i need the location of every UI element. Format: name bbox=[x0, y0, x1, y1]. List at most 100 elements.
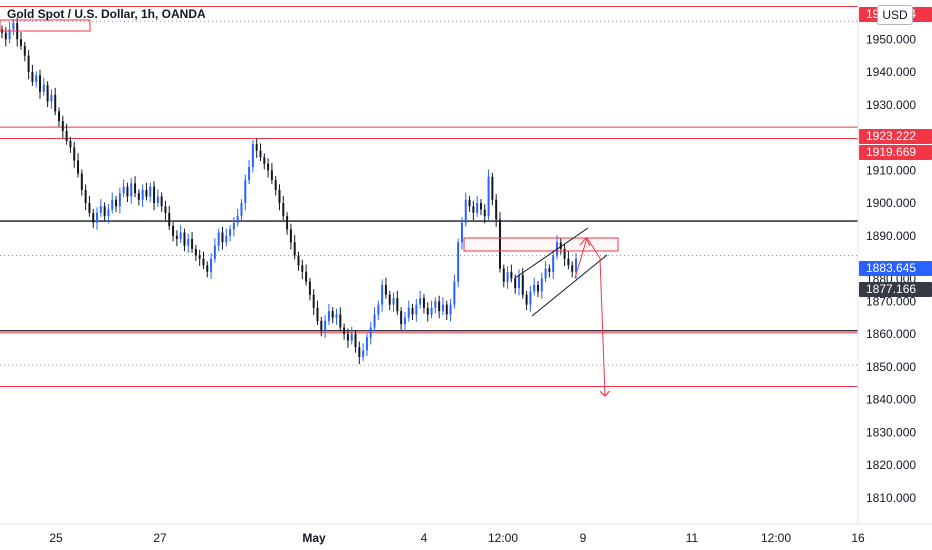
candle-body bbox=[61, 121, 64, 131]
candle-body bbox=[441, 304, 444, 312]
time-tick-label: 9 bbox=[580, 531, 587, 545]
candle-body bbox=[529, 291, 532, 305]
candle-body bbox=[236, 216, 239, 223]
candle-body bbox=[126, 186, 129, 197]
candle-body bbox=[293, 242, 296, 256]
candle-body bbox=[331, 311, 334, 318]
candle-body bbox=[160, 196, 163, 207]
candle-body bbox=[229, 229, 232, 236]
candle-body bbox=[506, 271, 509, 282]
candle-body bbox=[510, 271, 513, 279]
time-axis: 25 27 May 4 12:00 9 11 12:00 16 bbox=[0, 523, 932, 545]
time-tick-label: 11 bbox=[686, 531, 699, 545]
candle-body bbox=[320, 320, 323, 331]
candle-body bbox=[365, 337, 368, 351]
candle-body bbox=[464, 199, 467, 223]
time-tick-label: 12:00 bbox=[761, 531, 791, 545]
candle-body bbox=[156, 196, 159, 204]
candle-body bbox=[194, 248, 197, 256]
candle-body bbox=[282, 203, 285, 217]
candle-body bbox=[80, 173, 83, 190]
price-tick-label: 1860.000 bbox=[866, 327, 916, 341]
time-tick-label: 16 bbox=[851, 531, 865, 545]
time-tick-label: 25 bbox=[49, 531, 63, 545]
candle-body bbox=[396, 298, 399, 312]
candle-body bbox=[187, 239, 190, 246]
candle-body bbox=[377, 304, 380, 315]
projection-arrow bbox=[574, 236, 605, 396]
candle-body bbox=[168, 212, 171, 226]
candle-body bbox=[411, 307, 414, 315]
candle-body bbox=[301, 265, 304, 272]
candle-body bbox=[487, 176, 490, 217]
candle-body bbox=[514, 278, 517, 289]
candle-body bbox=[130, 183, 133, 197]
candle-body bbox=[327, 311, 330, 321]
drawn-rectangle-top-left bbox=[0, 19, 91, 32]
candle-body bbox=[8, 29, 11, 40]
price-tag-label: 1877.166 bbox=[866, 282, 916, 296]
candle-body bbox=[122, 186, 125, 194]
candle-body bbox=[137, 193, 140, 200]
candle-body bbox=[35, 75, 38, 82]
candle-body bbox=[259, 150, 262, 158]
drawn-rectangle-zone bbox=[463, 237, 619, 252]
candle-body bbox=[69, 140, 72, 148]
candle-body bbox=[244, 180, 247, 204]
candle-body bbox=[346, 334, 349, 341]
candle-body bbox=[491, 176, 494, 200]
candle-body bbox=[453, 281, 456, 305]
candle-body bbox=[422, 298, 425, 308]
candle-body bbox=[445, 304, 448, 315]
candle-body bbox=[502, 268, 505, 282]
candle-body bbox=[548, 268, 551, 272]
candle-body bbox=[552, 255, 555, 272]
channel-lower-line bbox=[531, 254, 608, 317]
candle-body bbox=[559, 242, 562, 249]
price-tag bbox=[859, 129, 932, 144]
candle-body bbox=[73, 147, 76, 161]
candle-body bbox=[472, 206, 475, 213]
candle-body bbox=[339, 314, 342, 328]
price-tick-label: 1900.000 bbox=[866, 196, 916, 210]
price-tag bbox=[859, 145, 932, 160]
candle-body bbox=[107, 209, 110, 217]
candle-body bbox=[99, 206, 102, 213]
candle-body bbox=[118, 193, 121, 207]
currency-button[interactable]: USD bbox=[877, 5, 913, 25]
candle-body bbox=[191, 239, 194, 249]
price-tick-label: 1820.000 bbox=[866, 458, 916, 472]
candle-body bbox=[476, 203, 479, 213]
candle-body bbox=[23, 45, 26, 56]
price-tick-label: 1840.000 bbox=[866, 393, 916, 407]
channel-upper-line bbox=[514, 227, 589, 279]
candle-body bbox=[12, 22, 15, 30]
candle-body bbox=[571, 265, 574, 272]
price-tick-label: 1830.000 bbox=[866, 425, 916, 439]
candle-body bbox=[255, 144, 258, 151]
candle-body bbox=[58, 111, 61, 122]
candle-body bbox=[381, 284, 384, 305]
candle-body bbox=[149, 186, 152, 197]
candle-body bbox=[384, 284, 387, 295]
candle-body bbox=[20, 39, 23, 46]
chart-title: Gold Spot / U.S. Dollar, 1h, OANDA bbox=[7, 7, 206, 21]
price-tag-label: 1883.645 bbox=[866, 261, 916, 275]
candle-body bbox=[540, 278, 543, 292]
candle-body bbox=[42, 85, 45, 92]
candle-body bbox=[426, 307, 429, 315]
candle-body bbox=[419, 298, 422, 305]
candle-body bbox=[134, 183, 137, 194]
candle-body bbox=[225, 235, 228, 243]
price-tick-label: 1930.000 bbox=[866, 98, 916, 112]
candle-body bbox=[521, 275, 524, 295]
candle-body bbox=[179, 232, 182, 240]
candle-body bbox=[251, 144, 254, 168]
time-tick-label: 12:00 bbox=[488, 531, 518, 545]
chart-drawings bbox=[0, 19, 619, 396]
candle-body bbox=[77, 160, 80, 174]
candle-body bbox=[153, 186, 156, 204]
candle-body bbox=[369, 327, 372, 338]
candle-body bbox=[172, 225, 175, 236]
